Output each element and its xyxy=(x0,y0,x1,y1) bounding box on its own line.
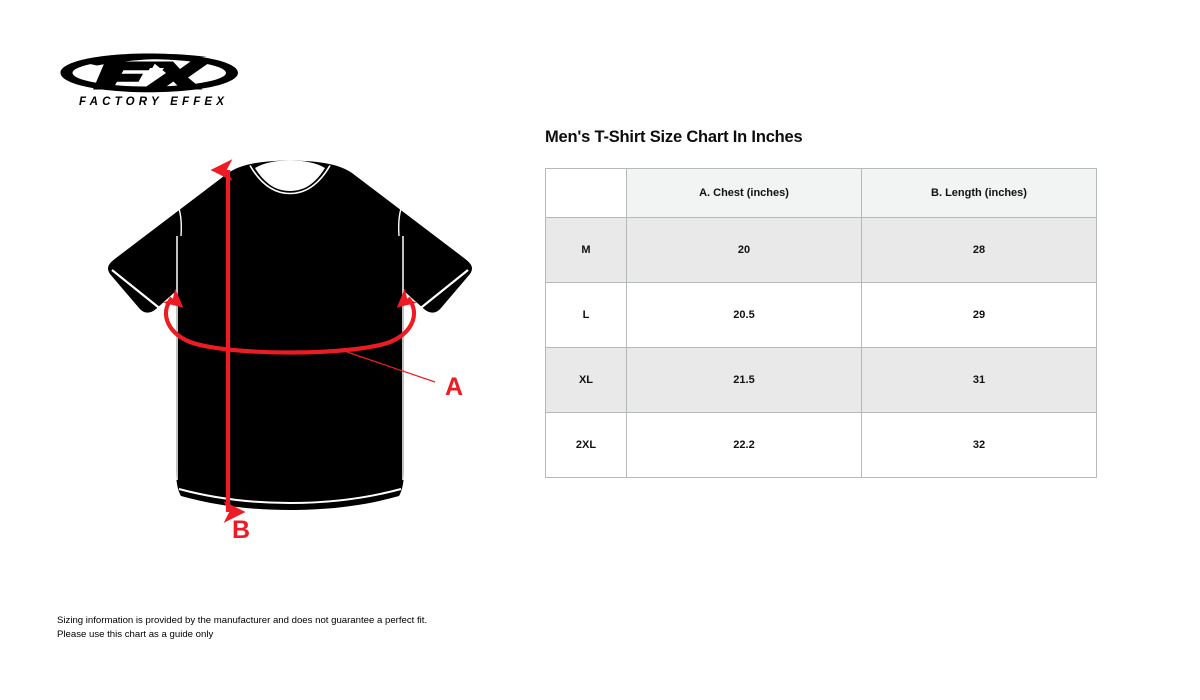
table-row: M 20 28 xyxy=(545,217,1097,283)
cell-size: L xyxy=(545,282,627,348)
chest-leader-line xyxy=(346,351,436,383)
disclaimer-note: Sizing information is provided by the ma… xyxy=(57,614,527,641)
cell-length: 31 xyxy=(861,347,1097,413)
cell-chest: 20 xyxy=(626,217,862,283)
disclaimer-line-2: Please use this chart as a guide only xyxy=(57,628,214,640)
table-header-row: A. Chest (inches) B. Length (inches) xyxy=(545,168,1097,218)
cell-chest: 20.5 xyxy=(626,282,862,348)
label-b: B xyxy=(232,516,250,544)
cell-length: 29 xyxy=(861,282,1097,348)
measurement-annotations: A B xyxy=(163,159,463,544)
brand-wordmark: FACTORY EFFEX xyxy=(79,96,229,108)
size-chart-table: A. Chest (inches) B. Length (inches) M 2… xyxy=(545,168,1097,478)
table-corner-cell xyxy=(545,168,627,218)
cell-chest: 21.5 xyxy=(626,347,862,413)
fx-oval-logo-icon xyxy=(57,52,242,94)
cell-size: 2XL xyxy=(545,412,627,478)
cell-size: M xyxy=(545,217,627,283)
cell-chest: 22.2 xyxy=(626,412,862,478)
label-a: A xyxy=(445,373,463,401)
cell-size: XL xyxy=(545,347,627,413)
page-title: Men's T-Shirt Size Chart In Inches xyxy=(545,128,803,146)
column-header-length: B. Length (inches) xyxy=(861,168,1097,218)
tshirt-silhouette xyxy=(108,160,472,510)
disclaimer-line-1: Sizing information is provided by the ma… xyxy=(57,615,428,626)
column-header-chest: A. Chest (inches) xyxy=(626,168,862,218)
table-row: L 20.5 29 xyxy=(545,282,1097,348)
tshirt-measurement-diagram: A B xyxy=(60,150,520,560)
table-row: XL 21.5 31 xyxy=(545,347,1097,413)
chest-ellipse-a xyxy=(163,288,417,355)
size-chart-panel: Men's T-Shirt Size Chart In Inches A. Ch… xyxy=(545,128,1105,478)
brand-logo: FACTORY EFFEX xyxy=(57,52,257,114)
cell-length: 32 xyxy=(861,412,1097,478)
cell-length: 28 xyxy=(861,217,1097,283)
table-row: 2XL 22.2 32 xyxy=(545,412,1097,478)
